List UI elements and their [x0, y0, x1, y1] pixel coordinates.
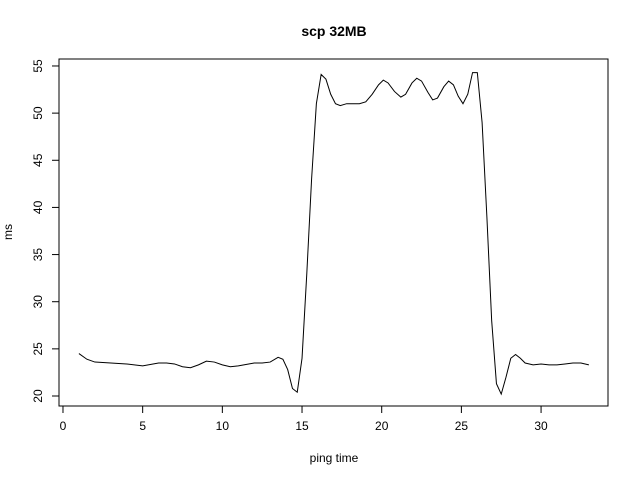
x-tick-label: 25 [455, 419, 469, 433]
x-axis-label: ping time [310, 451, 359, 465]
y-tick-label: 55 [31, 59, 45, 73]
x-tick-label: 0 [60, 419, 67, 433]
y-tick-label: 40 [31, 200, 45, 214]
y-axis-label: ms [1, 224, 15, 240]
y-tick-label: 45 [31, 153, 45, 167]
x-tick-label: 30 [534, 419, 548, 433]
y-tick-label: 35 [31, 248, 45, 262]
y-tick-label: 25 [31, 342, 45, 356]
y-tick-label: 30 [31, 295, 45, 309]
chart-title: scp 32MB [301, 23, 366, 39]
x-tick-label: 5 [139, 419, 146, 433]
x-tick-label: 20 [375, 419, 389, 433]
y-tick-label: 50 [31, 106, 45, 120]
x-tick-label: 10 [216, 419, 230, 433]
x-tick-label: 15 [295, 419, 309, 433]
y-tick-label: 20 [31, 389, 45, 403]
data-line [78, 72, 589, 396]
